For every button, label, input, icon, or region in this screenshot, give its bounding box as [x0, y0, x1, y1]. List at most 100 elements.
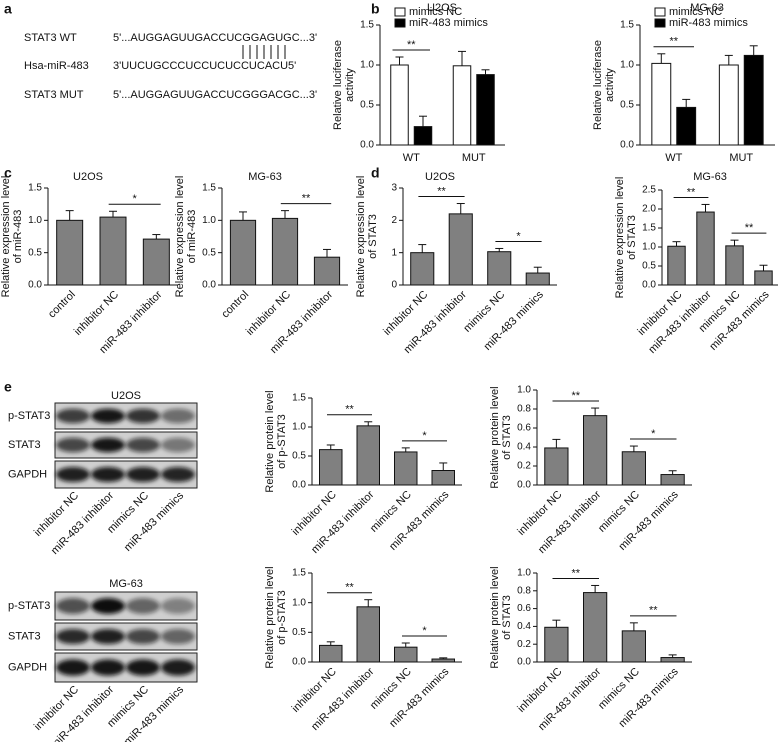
blot-band — [126, 659, 160, 676]
y-tick-label: 0.0 — [642, 280, 656, 291]
blot-band — [91, 659, 125, 676]
significance-label: ** — [345, 582, 354, 594]
legend-swatch — [394, 18, 406, 28]
y-axis-label: Relative expression level — [614, 177, 626, 299]
blot-row-label: STAT3 — [8, 439, 41, 451]
blot-band — [161, 437, 195, 453]
y-tick-label: 0 — [391, 280, 397, 291]
bar — [413, 126, 433, 146]
chart-title: MG-63 — [690, 2, 724, 14]
y-axis-label: Relative luciferase — [592, 40, 604, 130]
blot-band — [91, 408, 125, 424]
y-tick-label: 0.5 — [642, 261, 656, 272]
bar — [229, 219, 257, 286]
significance-label: ** — [687, 186, 696, 198]
significance-label: ** — [649, 605, 658, 617]
significance-label: ** — [745, 222, 754, 234]
y-tick-label: 1.0 — [202, 215, 216, 226]
panel-label: b — [371, 1, 380, 17]
blot-band — [56, 408, 90, 424]
bar — [487, 251, 512, 286]
y-axis-label: Relative protein level — [264, 566, 276, 668]
bar — [718, 64, 739, 146]
bar — [725, 245, 744, 286]
blot-band — [56, 437, 90, 453]
blot-band — [161, 598, 195, 614]
legend-label: miR-483 mimics — [409, 17, 488, 29]
y-tick-label: 0.5 — [292, 451, 306, 462]
lane-label: miR-483 mimics — [122, 683, 187, 742]
bar — [431, 470, 455, 486]
bar — [319, 644, 343, 663]
y-tick-label: 1.0 — [642, 242, 656, 253]
blot-band — [56, 628, 90, 645]
blot-band — [56, 659, 90, 676]
y-axis-label: of p-STAT3 — [276, 414, 288, 469]
bar — [476, 74, 495, 146]
y-axis-label: of STAT3 — [501, 595, 513, 640]
y-tick-label: 0.2 — [517, 639, 531, 650]
sequence-name: Hsa-miR-483 — [24, 60, 89, 72]
panel-label: d — [371, 165, 380, 181]
x-tick-label: control — [219, 289, 251, 321]
bar — [319, 449, 343, 486]
y-tick-label: 2.5 — [642, 185, 656, 196]
y-axis-label: of miR-483 — [186, 210, 198, 264]
bar — [743, 54, 764, 146]
y-tick-label: 0.8 — [517, 585, 531, 596]
significance-label: ** — [407, 39, 416, 51]
bar — [583, 415, 608, 486]
chart-title: MG-63 — [693, 171, 727, 183]
y-tick-label: 1.0 — [292, 422, 306, 433]
bar — [651, 62, 672, 146]
blot-band — [161, 466, 195, 483]
panel-label: c — [4, 165, 12, 181]
sequence-name: STAT3 WT — [24, 32, 77, 44]
y-tick-label: 1 — [391, 247, 397, 258]
blot-row-label: GAPDH — [8, 661, 47, 673]
y-axis-label: Relative expression level — [355, 176, 367, 298]
y-tick-label: 1.0 — [360, 60, 374, 71]
y-tick-label: 1.0 — [517, 385, 531, 396]
y-tick-label: 0.5 — [292, 627, 306, 638]
bar — [394, 451, 418, 486]
legend-swatch — [394, 7, 406, 17]
significance-label: ** — [345, 404, 354, 416]
blot-band — [56, 466, 90, 483]
y-axis-label: Relative expression level — [174, 176, 186, 298]
bar — [676, 106, 697, 146]
y-tick-label: 0.5 — [620, 100, 634, 111]
blot-band — [161, 628, 195, 645]
x-tick-label: WT — [665, 152, 682, 164]
y-tick-label: 1.0 — [517, 568, 531, 579]
blot-row-label: p-STAT3 — [8, 410, 50, 422]
blot-band — [126, 437, 160, 453]
significance-label: * — [422, 625, 427, 637]
x-tick-label: MUT — [729, 152, 753, 164]
y-axis-label: Relative expression level — [0, 176, 12, 298]
blot-band — [126, 466, 160, 483]
y-tick-label: 1.5 — [642, 223, 656, 234]
x-tick-label: control — [46, 289, 78, 321]
y-axis-label: of miR-483 — [12, 210, 24, 264]
y-axis-label: of STAT3 — [626, 215, 638, 260]
y-tick-label: 0.2 — [517, 461, 531, 472]
bar — [448, 213, 473, 286]
significance-label: * — [516, 230, 521, 242]
y-tick-label: 0.0 — [202, 280, 216, 291]
bar — [754, 270, 773, 286]
lane-label: miR-483 inhibitor — [49, 489, 117, 557]
significance-label: * — [133, 193, 138, 205]
lane-label: miR-483 mimics — [122, 489, 187, 554]
y-tick-label: 1.5 — [28, 183, 42, 194]
y-tick-label: 1.0 — [292, 597, 306, 608]
y-tick-label: 0.5 — [202, 247, 216, 258]
y-tick-label: 1.0 — [28, 215, 42, 226]
y-tick-label: 1.5 — [292, 393, 306, 404]
sequence-name: STAT3 MUT — [24, 89, 84, 101]
blot-title: MG-63 — [109, 578, 143, 590]
legend-label: miR-483 mimics — [669, 17, 748, 29]
bar — [667, 245, 686, 286]
bar — [356, 606, 380, 663]
